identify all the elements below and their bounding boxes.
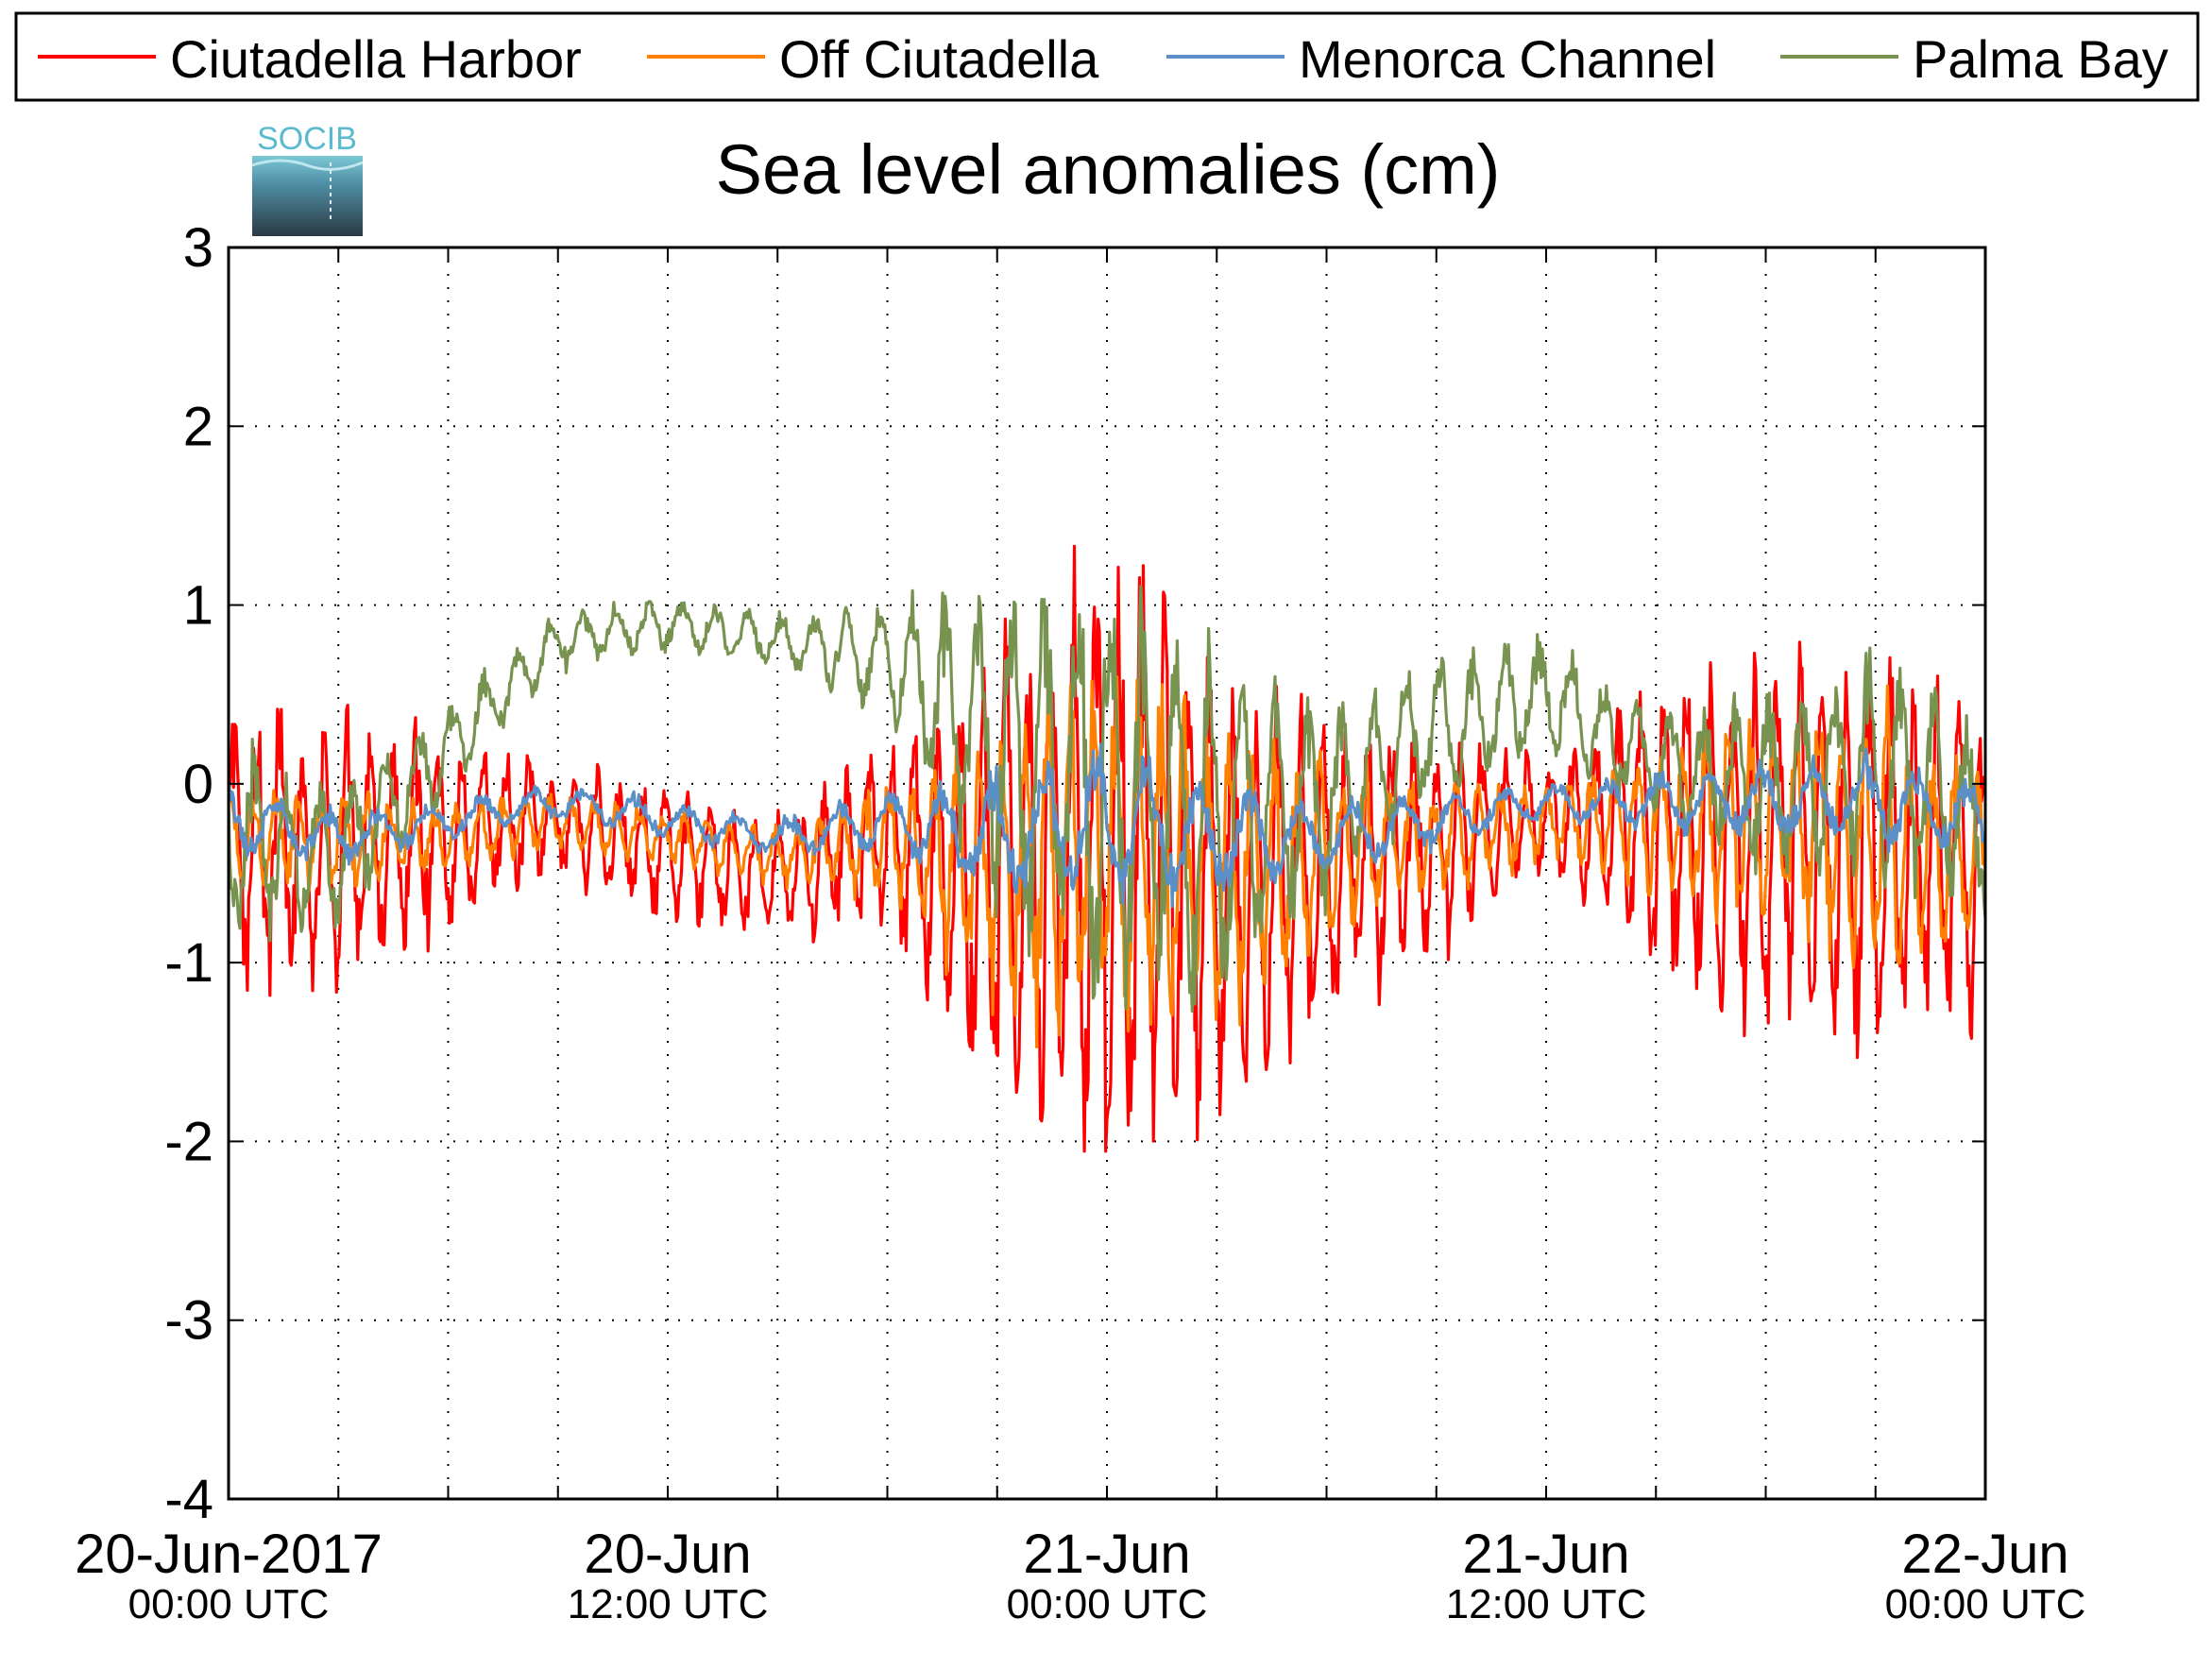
legend-item-0: Ciutadella Harbor xyxy=(38,29,582,89)
y-tick-label: 3 xyxy=(183,217,213,279)
x-tick-time-label: 00:00 UTC xyxy=(1885,1581,2086,1627)
x-tick-time-label: 00:00 UTC xyxy=(1007,1581,1208,1627)
x-tick-date-label: 20-Jun-2017 xyxy=(75,1524,383,1585)
x-tick-time-label: 00:00 UTC xyxy=(128,1581,330,1627)
x-tick-time-label: 12:00 UTC xyxy=(1446,1581,1647,1627)
logo-wave xyxy=(251,159,364,171)
series-line-menorca-channel xyxy=(229,742,1985,909)
x-tick-date-label: 21-Jun xyxy=(1023,1524,1190,1585)
y-tick-label: 1 xyxy=(183,575,213,637)
legend-item-3: Palma Bay xyxy=(1780,29,2169,89)
chart-title: Sea level anomalies (cm) xyxy=(716,130,1501,209)
socib-logo: SOCIB xyxy=(251,121,364,236)
logo-text: SOCIB xyxy=(257,121,357,157)
y-tick-label: -4 xyxy=(164,1469,213,1530)
legend-label-1: Off Ciutadella xyxy=(779,29,1099,89)
legend-item-1: Off Ciutadella xyxy=(647,29,1099,89)
y-tick-label: -3 xyxy=(164,1290,213,1352)
legend-item-2: Menorca Channel xyxy=(1166,29,1716,89)
y-axis: 3 2 1 0 -1 -2 -3 -4 xyxy=(164,217,1985,1530)
x-tick-time-label: 12:00 UTC xyxy=(568,1581,769,1627)
grid xyxy=(229,247,1985,1499)
y-tick-label: -1 xyxy=(164,932,213,994)
legend-label-0: Ciutadella Harbor xyxy=(170,29,582,89)
y-tick-label: -2 xyxy=(164,1111,213,1172)
series-line-palma-bay xyxy=(229,585,1985,1013)
x-tick-date-label: 21-Jun xyxy=(1462,1524,1629,1585)
series-layer xyxy=(229,544,1985,1153)
y-tick-label: 2 xyxy=(183,396,213,457)
legend-label-2: Menorca Channel xyxy=(1299,29,1716,89)
y-tick-label: 0 xyxy=(183,754,213,815)
series-line-ciutadella-harbor xyxy=(229,544,1985,1153)
x-tick-date-label: 20-Jun xyxy=(584,1524,751,1585)
series-line-off-ciutadella xyxy=(229,675,1985,1048)
x-tick-date-label: 22-Jun xyxy=(1901,1524,2068,1585)
legend-label-3: Palma Bay xyxy=(1913,29,2169,89)
legend: Ciutadella Harbor Off Ciutadella Menorca… xyxy=(14,11,2200,102)
